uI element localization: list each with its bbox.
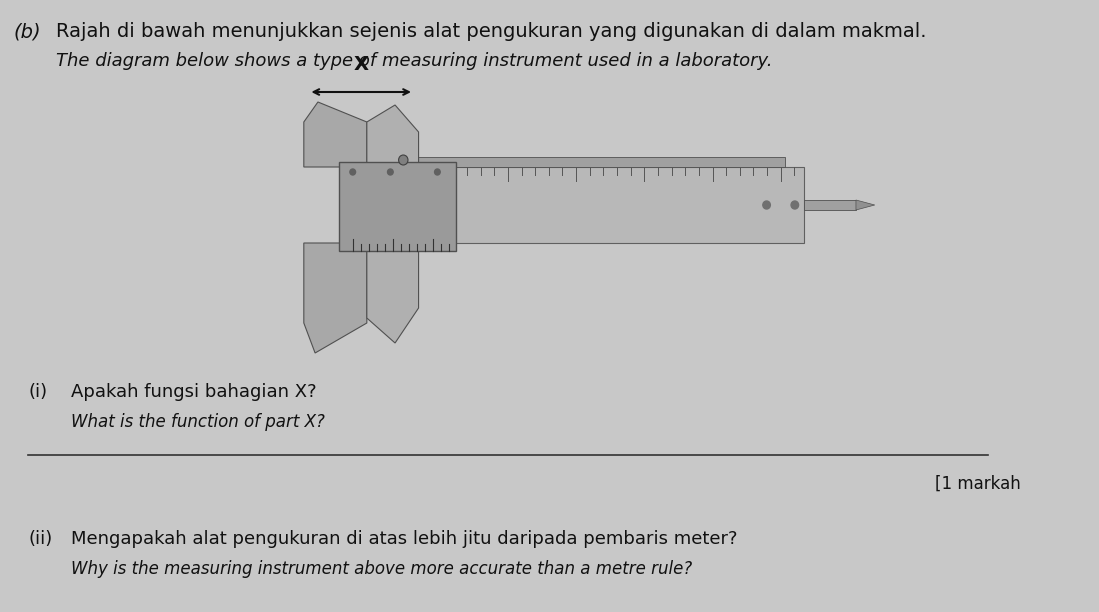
Text: What is the function of part X?: What is the function of part X? (70, 413, 324, 431)
Text: X: X (354, 55, 368, 74)
Circle shape (388, 169, 393, 175)
Text: Why is the measuring instrument above more accurate than a metre rule?: Why is the measuring instrument above mo… (70, 560, 691, 578)
Polygon shape (367, 243, 419, 343)
Text: [1 markah: [1 markah (935, 475, 1021, 493)
Text: Rajah di bawah menunjukkan sejenis alat pengukuran yang digunakan di dalam makma: Rajah di bawah menunjukkan sejenis alat … (56, 22, 926, 41)
Circle shape (763, 201, 770, 209)
Text: Apakah fungsi bahagian X?: Apakah fungsi bahagian X? (70, 383, 317, 401)
Bar (338, 162, 456, 251)
Bar (343, 167, 804, 243)
Polygon shape (303, 102, 367, 167)
Bar (804, 200, 856, 210)
Circle shape (363, 201, 370, 209)
Text: (ii): (ii) (29, 530, 53, 548)
Polygon shape (367, 105, 419, 167)
Circle shape (791, 201, 799, 209)
Text: (b): (b) (13, 22, 41, 41)
Text: Mengapakah alat pengukuran di atas lebih jitu daripada pembaris meter?: Mengapakah alat pengukuran di atas lebih… (70, 530, 737, 548)
Circle shape (434, 169, 441, 175)
Text: The diagram below shows a type of measuring instrument used in a laboratory.: The diagram below shows a type of measur… (56, 52, 773, 70)
Circle shape (399, 155, 408, 165)
Text: (i): (i) (29, 383, 47, 401)
Bar (343, 157, 786, 167)
Polygon shape (856, 200, 875, 210)
Circle shape (391, 201, 399, 209)
Circle shape (349, 169, 356, 175)
Polygon shape (303, 243, 367, 353)
